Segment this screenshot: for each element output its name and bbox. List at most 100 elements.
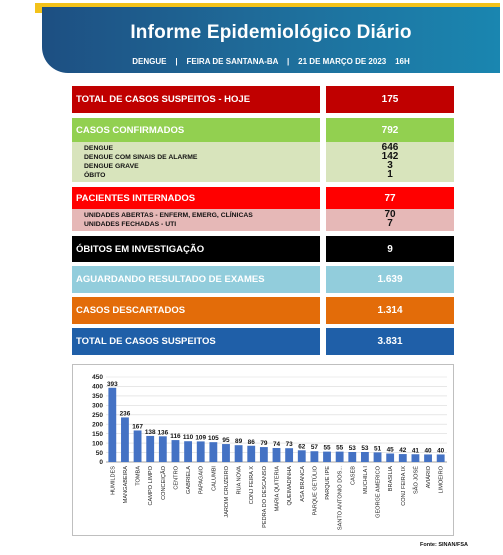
row-descartados: CASOS DESCARTADOS 1.314 <box>72 297 454 324</box>
data-label: 167 <box>132 423 143 430</box>
obitos-label: ÓBITOS EM INVESTIGAÇÃO <box>72 236 320 262</box>
data-label: 110 <box>183 434 194 441</box>
bar <box>247 445 256 462</box>
x-tick-label: CALUMBI <box>211 466 217 491</box>
data-label: 79 <box>260 440 268 447</box>
detail-label: DENGUE GRAVE <box>84 163 139 170</box>
row-obitos: ÓBITOS EM INVESTIGAÇÃO 9 <box>72 236 454 262</box>
x-tick-label: PEDRA DO DESCANSO <box>262 465 268 528</box>
data-label: 393 <box>107 381 118 388</box>
bar <box>335 451 344 462</box>
chart-panel: 0 50 100 150 200 250 300 350 400 450 393 HUMILDES 23… <box>72 364 454 536</box>
data-label: 40 <box>425 447 433 454</box>
detail-value: 646 <box>381 142 399 153</box>
bar <box>436 454 445 462</box>
confirmados-detail: DENGUE DENGUE COM SINAIS DE ALARME DENGU… <box>72 142 454 182</box>
data-label: 53 <box>361 445 369 452</box>
row-total: TOTAL DE CASOS SUSPEITOS 3.831 <box>72 328 454 355</box>
x-tick-label: CAMPO LIMPO <box>148 465 154 505</box>
detail-label: ÓBITO <box>84 172 106 179</box>
bar <box>285 448 294 462</box>
x-tick-label: PARQUE IPE <box>325 466 331 500</box>
data-label: 86 <box>248 439 256 446</box>
confirmados-label: CASOS CONFIRMADOS <box>72 118 320 142</box>
y-tick-label: 50 <box>96 450 104 457</box>
bar <box>411 454 420 462</box>
bar <box>297 450 306 462</box>
bar <box>171 440 180 462</box>
x-tick-label: GEORGE AMERICO <box>376 465 382 518</box>
source-note: Fonte: SINAN/FSA <box>420 542 468 548</box>
suspeitos-hoje-value: 175 <box>326 86 454 113</box>
x-tick-label: TOMBA <box>136 466 142 486</box>
detail-label: DENGUE <box>84 145 114 152</box>
x-tick-label: HUMILDES <box>110 466 116 495</box>
x-tick-label: CONJ FEIRA X <box>249 466 255 504</box>
detail-value: 1 <box>387 169 393 180</box>
bar <box>348 451 357 462</box>
data-label: 89 <box>235 438 243 445</box>
x-tick-label: MARIA QUITERIA <box>275 466 281 512</box>
detail-label: UNIDADES FECHADAS - UTI <box>84 221 177 228</box>
x-tick-label: RUA NOVA <box>237 466 243 495</box>
x-tick-label: MANGABEIRA <box>123 466 129 504</box>
detail-value: 142 <box>381 151 399 162</box>
y-tick-label: 350 <box>92 393 103 400</box>
total-label: TOTAL DE CASOS SUSPEITOS <box>72 328 320 355</box>
detail-label: UNIDADES ABERTAS - ENFERM, EMERG, CLÍNIC… <box>84 212 253 219</box>
data-label: 116 <box>170 433 181 440</box>
bar-chart: 0 50 100 150 200 250 300 350 400 450 393 HUMILDES 23… <box>92 374 447 531</box>
row-aguardando: AGUARDANDO RESULTADO DE EXAMES 1.639 <box>72 266 454 293</box>
data-label: 40 <box>437 447 445 454</box>
bar <box>184 441 193 462</box>
confirmados-value: 792 <box>326 118 454 142</box>
obitos-value: 9 <box>326 236 454 262</box>
bar <box>196 441 205 462</box>
descartados-label: CASOS DESCARTADOS <box>72 297 320 324</box>
report-subtitle: DENGUE | FEIRA DE SANTANA-BA | 21 DE MAR… <box>132 57 410 66</box>
bar <box>323 451 331 462</box>
data-label: 45 <box>387 447 395 454</box>
bar <box>373 452 382 462</box>
data-label: 73 <box>286 441 294 448</box>
suspeitos-hoje-label: TOTAL DE CASOS SUSPEITOS - HOJE <box>72 86 320 113</box>
x-tick-label: LIMOEIRO <box>439 465 445 493</box>
y-tick-label: 200 <box>92 421 103 428</box>
detail-value: 7 <box>387 218 393 229</box>
data-label: 55 <box>323 445 331 452</box>
bar <box>398 454 407 462</box>
x-tick-label: CASEB <box>350 466 356 485</box>
detail-label: DENGUE COM SINAIS DE ALARME <box>84 154 198 161</box>
bar <box>133 430 142 462</box>
bar <box>272 448 281 462</box>
row-internados: PACIENTES INTERNADOS 77 <box>72 187 454 209</box>
data-label: 53 <box>349 445 357 452</box>
x-tick-label: SANTO ANTONIO DOS... <box>338 466 344 531</box>
row-confirmados: CASOS CONFIRMADOS 792 <box>72 118 454 142</box>
y-tick-label: 450 <box>92 374 103 381</box>
detail-value: 3 <box>387 160 393 171</box>
bar <box>234 445 243 462</box>
detail-value: 70 <box>384 209 396 220</box>
descartados-value: 1.314 <box>326 297 454 324</box>
aguardando-value: 1.639 <box>326 266 454 293</box>
y-tick-label: 250 <box>92 412 103 419</box>
y-tick-label: 400 <box>92 384 103 391</box>
data-label: 138 <box>145 429 156 436</box>
data-label: 109 <box>195 434 206 441</box>
x-tick-label: AVIÁRIO <box>425 465 432 488</box>
x-tick-label: SÃO JOSÉ <box>412 466 419 494</box>
y-tick-label: 150 <box>92 431 103 438</box>
x-tick-label: QUEIMADINHA <box>287 466 293 506</box>
data-label: 105 <box>208 435 219 442</box>
x-tick-label: CONCEIÇÃO <box>160 465 167 500</box>
bar <box>360 451 369 462</box>
x-tick-label: CONJ FEIRA IX <box>401 466 407 506</box>
bar <box>209 442 218 462</box>
internados-detail: UNIDADES ABERTAS - ENFERM, EMERG, CLÍNIC… <box>72 209 454 231</box>
bar <box>146 435 155 462</box>
data-label: 42 <box>399 447 407 454</box>
x-tick-label: ASA BRANCA <box>300 466 306 502</box>
data-label: 136 <box>157 429 168 436</box>
data-label: 74 <box>273 441 281 448</box>
